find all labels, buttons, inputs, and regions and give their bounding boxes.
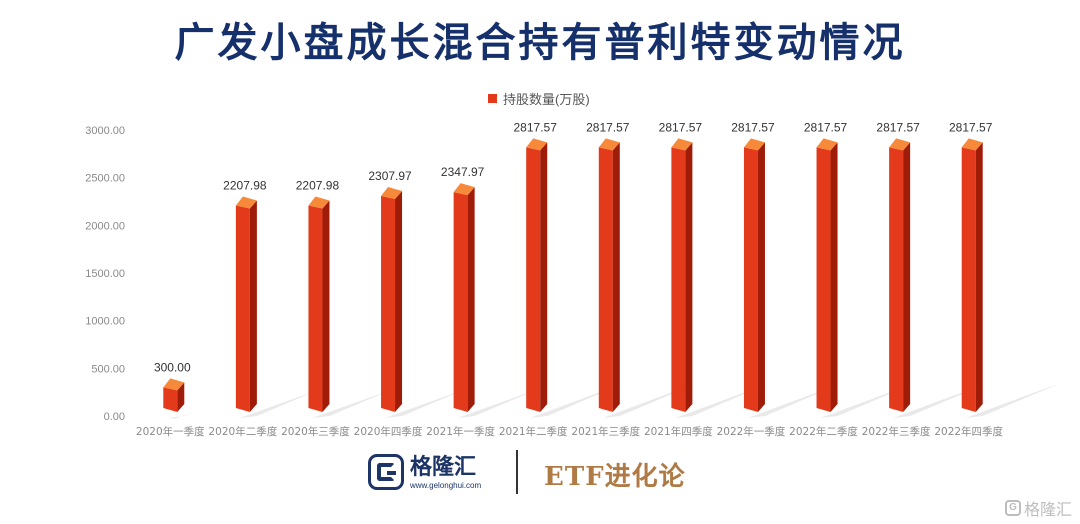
footer: 格隆汇 www.gelonghui.com ETF进化论 xyxy=(0,448,1080,498)
bar-chart: 0.00 500.00 1000.00 1500.00 2000.00 2500.00 30… xyxy=(85,120,1060,438)
logo-text: 格隆汇 xyxy=(410,454,477,480)
bar xyxy=(889,147,904,412)
data-label: 2817.57 xyxy=(659,120,703,134)
footer-divider xyxy=(516,450,518,494)
bar-top xyxy=(453,183,475,196)
bar xyxy=(453,192,468,412)
x-tick-label: 2020年四季度 xyxy=(354,425,423,438)
x-tick-label: 2021年二季度 xyxy=(499,425,568,438)
bar-top xyxy=(163,378,185,391)
legend-swatch xyxy=(488,94,497,103)
bar xyxy=(163,387,178,412)
bar-side xyxy=(757,142,765,412)
data-label: 2817.57 xyxy=(949,120,993,134)
y-tick-label: 500.00 xyxy=(91,363,125,375)
logo-url: www.gelonghui.com xyxy=(410,480,482,490)
bar-top xyxy=(961,138,983,151)
watermark-logo-icon: G xyxy=(1004,500,1021,516)
chart-title: 广发小盘成长混合持有普利特变动情况 xyxy=(174,20,906,66)
y-tick-label: 2000.00 xyxy=(85,220,125,232)
bar-shadow xyxy=(239,390,318,418)
bar xyxy=(381,195,396,412)
bar-shadow xyxy=(385,389,465,418)
x-tick-label: 2021年一季度 xyxy=(426,425,495,438)
bar-side xyxy=(395,190,403,412)
data-label: 2817.57 xyxy=(876,120,920,134)
bar-top xyxy=(235,196,257,209)
data-label: 300.00 xyxy=(154,360,191,374)
bar-side xyxy=(685,142,693,412)
data-label: 2817.57 xyxy=(586,120,630,134)
y-tick-label: 1500.00 xyxy=(85,268,125,280)
bar-shadow xyxy=(457,388,539,418)
bar xyxy=(308,205,323,412)
x-tick-label: 2021年四季度 xyxy=(644,425,713,438)
bar-top xyxy=(381,186,403,199)
data-label: 2207.98 xyxy=(296,179,340,193)
etf-brand: ETF进化论 xyxy=(544,462,686,492)
bar-top xyxy=(526,138,548,151)
watermark: G 格隆汇 xyxy=(1004,496,1072,520)
x-tick-label: 2020年一季度 xyxy=(136,425,205,438)
bar-top xyxy=(889,138,911,151)
bar xyxy=(961,147,976,412)
bar xyxy=(671,147,686,412)
y-tick-label: 1000.00 xyxy=(85,316,125,328)
x-tick-label: 2022年二季度 xyxy=(789,425,858,438)
data-label: 2307.97 xyxy=(368,169,412,183)
bar-top xyxy=(598,138,620,151)
bar xyxy=(743,147,758,412)
bar-top xyxy=(308,196,330,209)
y-tick-label: 2500.00 xyxy=(85,173,125,185)
chart-legend: 持股数量(万股) xyxy=(488,89,590,108)
bar-top xyxy=(671,138,693,151)
bar-top xyxy=(816,138,838,151)
bar-shadow xyxy=(167,412,193,419)
data-label: 2207.98 xyxy=(223,179,267,193)
bar-side xyxy=(903,142,911,412)
bar-side xyxy=(612,142,620,412)
gelonghui-logo-icon xyxy=(368,454,404,490)
data-label: 2817.57 xyxy=(731,120,775,134)
bar xyxy=(526,147,541,412)
bar xyxy=(816,147,831,412)
bar-side xyxy=(467,187,475,412)
bar-side xyxy=(177,382,185,412)
watermark-text: 格隆汇 xyxy=(1023,502,1072,519)
y-tick-label: 0.00 xyxy=(104,411,125,423)
bar xyxy=(598,147,613,412)
data-label: 2817.57 xyxy=(514,120,558,134)
bar-side xyxy=(322,200,330,412)
legend-label: 持股数量(万股) xyxy=(503,92,590,107)
bar-shadow xyxy=(312,390,390,418)
bar-side xyxy=(249,200,257,412)
bar-side xyxy=(975,142,983,412)
bar-shadow xyxy=(965,383,1060,418)
x-tick-label: 2021年三季度 xyxy=(571,425,640,438)
x-tick-label: 2020年二季度 xyxy=(209,425,278,438)
x-tick-label: 2022年四季度 xyxy=(934,425,1003,438)
y-tick-label: 3000.00 xyxy=(85,125,125,137)
bar-top xyxy=(743,138,765,151)
bar xyxy=(235,205,250,412)
x-tick-label: 2020年三季度 xyxy=(281,425,350,438)
bar-side xyxy=(540,142,548,412)
bar-side xyxy=(830,142,838,412)
gelonghui-logo: 格隆汇 www.gelonghui.com xyxy=(368,454,481,490)
data-label: 2817.57 xyxy=(804,120,848,134)
x-tick-label: 2022年一季度 xyxy=(717,425,786,438)
x-tick-label: 2022年三季度 xyxy=(862,425,931,438)
data-label: 2347.97 xyxy=(441,165,485,179)
